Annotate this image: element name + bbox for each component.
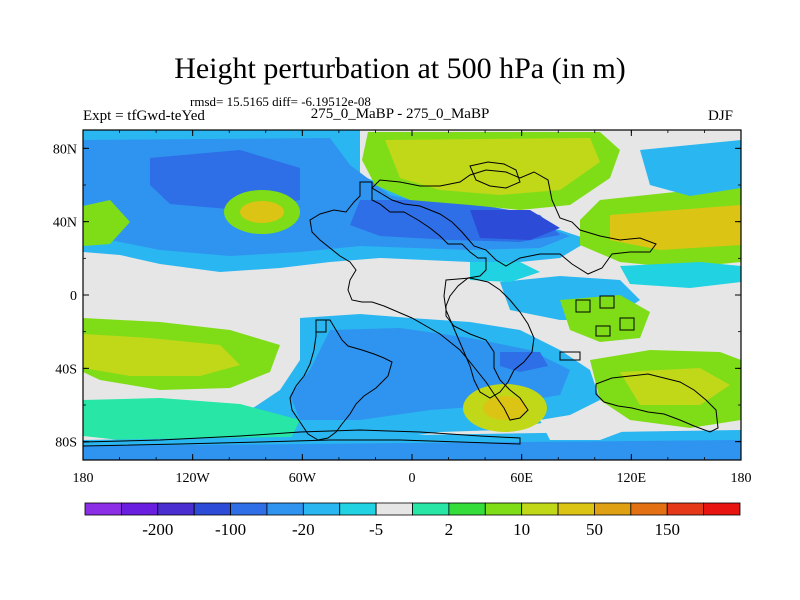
- field-antarctic-core: [83, 440, 741, 460]
- chart-title: Height perturbation at 500 hPa (in m): [174, 52, 626, 85]
- field-ne-pacific-high-core: [240, 201, 284, 223]
- north-america-outline: [309, 181, 529, 421]
- colorbar-box: [557, 502, 595, 516]
- continent-outlines: [83, 161, 719, 447]
- field-central-asia-core: [470, 210, 560, 240]
- colorbar-box: [594, 502, 632, 516]
- colorbar-box: [339, 502, 377, 516]
- colorbar-box: [193, 502, 231, 516]
- colorbar-box: [484, 502, 523, 516]
- colorbar-box: [448, 502, 486, 516]
- field-north-pacific-deep: [150, 150, 560, 242]
- colorbar-box: [666, 502, 705, 516]
- colorbar-label: -5: [369, 520, 383, 539]
- south-america-outline: [289, 319, 393, 441]
- colorbar-label: -200: [142, 520, 173, 539]
- antarctica-outline: [83, 429, 521, 447]
- greenland-outline: [469, 161, 521, 189]
- africa-outline: [443, 277, 535, 399]
- colorbar-box: [412, 502, 450, 516]
- x-tick-label: 120E: [617, 471, 647, 486]
- field-south-pacific-core: [83, 334, 240, 376]
- australia-outline: [595, 373, 719, 433]
- y-tick-label: 0: [70, 289, 77, 304]
- colorbar-label: 50: [586, 520, 603, 539]
- y-tick-label: 80S: [55, 436, 77, 451]
- colorbar-label: 2: [445, 520, 454, 539]
- field-arctic-high-core: [385, 138, 600, 195]
- colorbar-label: -20: [292, 520, 315, 539]
- case-label: 275_0_MaBP - 275_0_MaBP: [310, 106, 490, 122]
- field-ne-arctic-low: [640, 140, 741, 196]
- colorbar-box: [302, 502, 341, 516]
- contour-field: [83, 130, 741, 460]
- eurasia-outline: [371, 169, 657, 275]
- y-axis: 80N 40N 0 40S 80S: [53, 142, 741, 451]
- x-tick-label: 180: [731, 471, 752, 486]
- colorbar-box: [120, 502, 159, 516]
- colorbar-label: 150: [654, 520, 680, 539]
- x-tick-label: 60W: [289, 471, 317, 486]
- colorbar: -200 -100 -20 -5 2 10 50 150: [84, 502, 741, 539]
- colorbar-label: -100: [215, 520, 246, 539]
- y-tick-label: 40N: [53, 216, 77, 231]
- x-tick-label: 0: [409, 471, 416, 486]
- colorbar-box: [230, 502, 268, 516]
- field-equatorial-blue: [470, 262, 741, 288]
- x-tick-label: 60E: [510, 471, 533, 486]
- field-left-edge-high: [83, 200, 130, 246]
- colorbar-box: [157, 502, 195, 516]
- x-axis: 180 120W 60W 0 60E 120E 180: [73, 130, 752, 486]
- stats-line: rmsd= 15.5165 diff= -6.19512e-08: [190, 94, 371, 109]
- experiment-label: Expt = tfGwd-teYed: [83, 108, 205, 124]
- field-south-africa-core: [483, 396, 527, 420]
- colorbar-box: [266, 502, 304, 516]
- x-tick-label: 120W: [176, 471, 211, 486]
- indonesia-outline: [315, 295, 635, 361]
- field-sh-white-gap: [540, 410, 640, 440]
- colorbar-box: [84, 502, 122, 516]
- colorbar-box: [521, 502, 559, 516]
- field-sub-antarctic-high: [83, 398, 300, 445]
- colorbar-label: 10: [513, 520, 530, 539]
- colorbar-box: [703, 502, 741, 516]
- y-tick-label: 40S: [55, 362, 77, 377]
- field-indian-ocean-core: [620, 368, 730, 405]
- x-tick-label: 180: [73, 471, 94, 486]
- season-label: DJF: [708, 108, 734, 124]
- colorbar-box: [375, 502, 413, 516]
- colorbar-box: [630, 502, 668, 516]
- y-tick-label: 80N: [53, 142, 77, 157]
